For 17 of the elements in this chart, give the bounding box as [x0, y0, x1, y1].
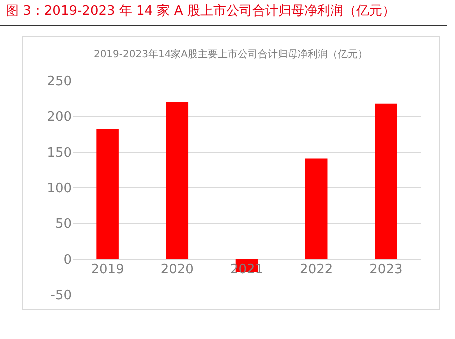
bar: [166, 102, 189, 260]
y-tick-label: 0: [64, 252, 72, 268]
bar: [96, 130, 119, 260]
x-tick-label: 2022: [300, 262, 334, 278]
y-tick-label: 100: [47, 182, 72, 197]
chart-subtitle: 2019-2023年14家A股主要上市公司合计归母净利润（亿元）: [94, 48, 368, 61]
chart-title: 图 3：2019-2023 年 14 家 A 股上市公司合计归母净利润（亿元）: [0, 0, 447, 26]
y-tick-label: -50: [50, 288, 72, 304]
bar: [305, 158, 328, 260]
x-tick-label: 2023: [370, 262, 403, 278]
x-tick-label: 2020: [160, 262, 194, 278]
y-tick-label: 50: [55, 217, 72, 232]
y-tick-label: 200: [47, 110, 72, 126]
x-tick-label: 2019: [91, 262, 124, 278]
y-tick-label: 250: [47, 74, 72, 90]
bar: [375, 104, 398, 260]
y-tick-label: 150: [47, 146, 72, 161]
